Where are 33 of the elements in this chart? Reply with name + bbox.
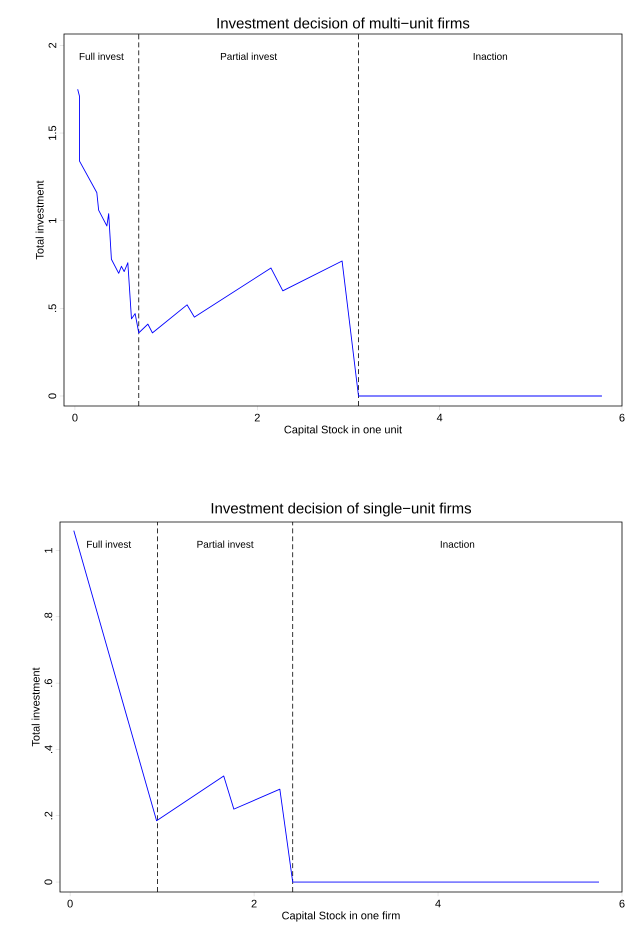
y-tick-label: 1.5 <box>48 126 56 140</box>
line-series <box>77 88 602 396</box>
y-axis-title: Total investment <box>36 180 44 260</box>
x-axis-title: Capital Stock in one firm <box>282 911 400 922</box>
y-tick-label: 0 <box>44 879 52 885</box>
y-axis-title: Total investment <box>32 667 40 746</box>
y-tick-label: 0 <box>48 393 56 399</box>
chart-title: Investment decision of multi−unit firms <box>218 18 470 28</box>
x-axis-title: Capital Stock in one unit <box>284 425 402 436</box>
annotation: Full invest <box>87 540 132 548</box>
chart-title: Investment decision of single−unit firms <box>212 502 472 516</box>
y-tick-label: 1 <box>44 548 52 553</box>
x-tick-label: 4 <box>436 414 442 422</box>
y-tick-label: .8 <box>44 612 52 620</box>
annotation: Partial invest <box>220 52 278 60</box>
annotation: Partial invest <box>197 540 254 548</box>
x-tick-label: 6 <box>620 414 625 422</box>
line-series <box>73 530 600 882</box>
x-tick-label: 2 <box>254 414 260 422</box>
x-tick-label: 6 <box>620 900 625 908</box>
x-tick-label: 2 <box>252 900 257 908</box>
y-tick-label: .2 <box>44 812 52 820</box>
y-tick-label: .4 <box>44 745 52 753</box>
y-tick-label: .6 <box>44 679 52 687</box>
x-tick-label: 0 <box>72 414 78 422</box>
x-tick-label: 0 <box>67 900 73 908</box>
y-tick-label: 1 <box>48 218 56 223</box>
y-tick-label: 2 <box>48 42 56 48</box>
x-tick-label: 4 <box>435 900 441 908</box>
annotation: Inaction <box>474 52 508 60</box>
annotation: Inaction <box>440 540 474 548</box>
y-tick-label: .5 <box>48 304 56 312</box>
annotation: Full invest <box>80 52 124 60</box>
